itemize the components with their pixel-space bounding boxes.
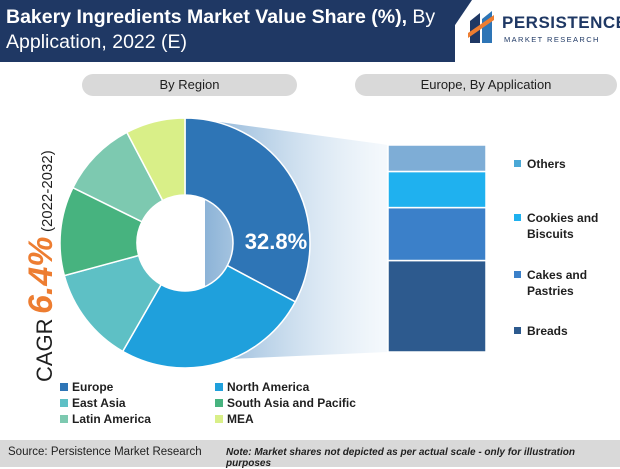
logo-tagline: MARKET RESEARCH [504, 35, 600, 44]
persistence-logo-icon [468, 11, 494, 43]
legend-swatch [514, 271, 521, 278]
donut-slice-europe [184, 117, 311, 303]
legend-label: Europe [72, 380, 114, 394]
legend-label: Cakes and Pastries [527, 268, 588, 298]
legend-swatch [215, 383, 223, 391]
legend-item: East Asia [60, 396, 126, 410]
legend-label: East Asia [72, 396, 126, 410]
legend-label: South Asia and Pacific [227, 396, 356, 410]
title-bold: Bakery Ingredients Market Value Share (%… [6, 6, 407, 28]
legend-label: Latin America [72, 412, 151, 426]
chart-canvas: 32.8% [59, 117, 487, 369]
page-title: Bakery Ingredients Market Value Share (%… [6, 5, 446, 55]
region-pill: By Region [82, 74, 297, 96]
application-pill: Europe, By Application [355, 74, 617, 96]
legend-swatch [60, 415, 68, 423]
legend-item: Europe [60, 380, 113, 394]
footer: Source: Persistence Market Research Note… [0, 440, 620, 469]
note-text: Note: Market shares not depicted as per … [226, 447, 575, 469]
legend-swatch [60, 399, 68, 407]
bar-segment-cakes-and-pastries [387, 206, 487, 262]
legend-item: South Asia and Pacific [215, 396, 356, 410]
legend-label: North America [227, 380, 310, 394]
legend-label: Cookies and Biscuits [527, 211, 599, 241]
legend-swatch [514, 327, 521, 334]
legend-swatch [215, 415, 223, 423]
logo: PERSISTENCE MARKET RESEARCH [466, 5, 620, 55]
logo-name: PERSISTENCE [502, 13, 620, 32]
source-text: Source: Persistence Market Research [8, 446, 202, 458]
bar-segment-cookies-and-biscuits [387, 170, 487, 209]
title-band-slant [430, 0, 472, 62]
legend-item: Latin America [60, 412, 151, 426]
legend-label: MEA [227, 412, 254, 426]
legend-label: Others [527, 157, 566, 171]
legend-item: MEA [215, 412, 254, 426]
donut-highlight-label: 32.8% [245, 229, 307, 254]
legend-swatch [514, 214, 521, 221]
title-regular: By Application, 2022 (E) [6, 6, 436, 53]
legend-label: Breads [527, 324, 568, 338]
title-band [0, 0, 455, 62]
legend-swatch [514, 160, 521, 167]
donut-slice-mea [125, 117, 186, 202]
legend-swatch [60, 383, 68, 391]
bar-segment-others [387, 144, 487, 173]
bar-segment-breads [387, 259, 487, 353]
header: Bakery Ingredients Market Value Share (%… [0, 0, 620, 62]
legend-swatch [215, 399, 223, 407]
legend-item: North America [215, 380, 309, 394]
donut-slice-north-america [121, 264, 297, 369]
